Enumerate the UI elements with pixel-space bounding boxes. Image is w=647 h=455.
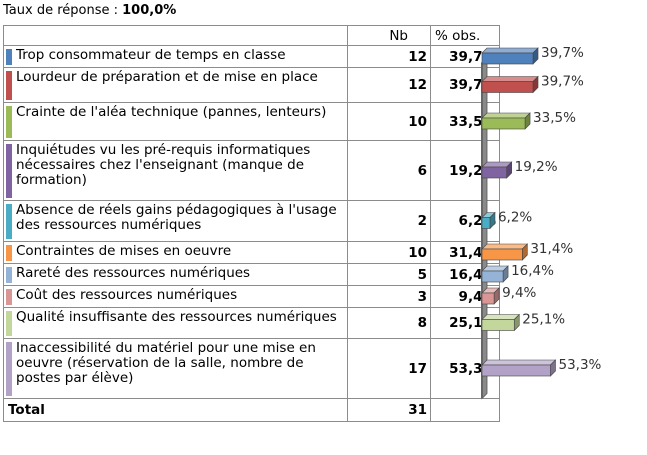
row-label-cell: Crainte de l'aléa technique (pannes, len… <box>3 102 348 141</box>
bar-top <box>481 359 557 366</box>
bar-value-label: 25,1% <box>522 312 565 328</box>
bar-top <box>481 314 520 320</box>
table-row: Inaccessibilité du matériel pour une mis… <box>3 338 500 399</box>
row-label-cell: Lourdeur de préparation et de mise en pl… <box>3 67 348 103</box>
row-nb: 10 <box>347 241 431 264</box>
bar <box>481 359 557 377</box>
bar-value-label: 6,2% <box>498 210 532 226</box>
row-label: Crainte de l'aléa technique (pannes, len… <box>16 103 327 120</box>
bar-front <box>481 292 495 305</box>
table-row: Crainte de l'aléa technique (pannes, len… <box>3 102 500 141</box>
bar-top <box>481 112 531 119</box>
bar-front <box>481 270 504 283</box>
bar-front <box>481 364 551 377</box>
header-pct: % obs. <box>430 25 500 46</box>
results-table: Nb % obs. Trop consommateur de temps en … <box>3 25 500 422</box>
row-label: Contraintes de mises en oeuvre <box>16 242 232 259</box>
row-color-swatch <box>6 310 12 336</box>
bar-value-label: 39,7% <box>541 45 584 61</box>
bar-value-label: 31,4% <box>530 241 573 257</box>
table-row: Inquiétudes vu les pré-requis informatiq… <box>3 140 500 201</box>
total-row: Total 31 <box>3 398 500 422</box>
response-rate-value: 100,0% <box>122 3 177 18</box>
bar <box>481 243 529 261</box>
row-color-swatch <box>6 341 12 396</box>
bar-value-label: 39,7% <box>541 74 584 90</box>
table-row: Qualité insuffisante des ressources numé… <box>3 307 500 339</box>
row-label-cell: Inaccessibilité du matériel pour une mis… <box>3 338 348 399</box>
bar <box>481 313 520 332</box>
bar <box>481 47 539 65</box>
table-row: Rareté des ressources numériques 5 16,4% <box>3 263 500 286</box>
response-rate-label: Taux de réponse : <box>3 3 123 18</box>
total-label: Total <box>3 398 348 422</box>
bar-front <box>481 319 515 331</box>
row-color-swatch <box>6 288 12 305</box>
bar <box>481 211 496 230</box>
row-label: Absence de réels gains pédagogiques à l'… <box>16 201 337 233</box>
row-label: Coût des ressources numériques <box>16 286 238 303</box>
row-color-swatch <box>6 203 12 239</box>
row-label: Trop consommateur de temps en classe <box>16 46 286 63</box>
row-nb: 10 <box>347 102 431 141</box>
row-label: Inquiétudes vu les pré-requis informatiq… <box>16 141 311 188</box>
bar-value-label: 16,4% <box>511 263 554 279</box>
row-label: Inaccessibilité du matériel pour une mis… <box>16 339 316 386</box>
row-label-cell: Rareté des ressources numériques <box>3 263 348 286</box>
row-color-swatch <box>6 244 12 261</box>
bar-value-label: 53,3% <box>558 357 601 373</box>
header-nb: Nb <box>347 25 431 46</box>
row-label-cell: Qualité insuffisante des ressources numé… <box>3 307 348 339</box>
table-row: Absence de réels gains pédagogiques à l'… <box>3 200 500 242</box>
response-rate: Taux de réponse : 100,0% <box>3 3 176 18</box>
bar-value-label: 9,4% <box>502 285 536 301</box>
row-color-swatch <box>6 70 12 100</box>
bar <box>481 161 513 179</box>
row-label: Rareté des ressources numériques <box>16 264 251 281</box>
table-header-row: Nb % obs. <box>3 25 500 46</box>
table-row: Lourdeur de préparation et de mise en pl… <box>3 67 500 103</box>
row-nb: 17 <box>347 338 431 399</box>
axis-line <box>481 62 483 399</box>
bar <box>481 112 531 130</box>
row-label: Lourdeur de préparation et de mise en pl… <box>16 68 318 85</box>
total-pct <box>430 398 500 422</box>
bar <box>481 287 500 305</box>
row-color-swatch <box>6 105 12 138</box>
bar-value-label: 33,5% <box>533 110 576 126</box>
row-label-cell: Inquiétudes vu les pré-requis informatiq… <box>3 140 348 201</box>
bar-front <box>481 117 526 130</box>
bar-front <box>481 52 534 65</box>
bar-front <box>481 81 534 93</box>
total-nb: 31 <box>347 398 431 422</box>
row-color-swatch <box>6 48 12 65</box>
bar-top <box>481 76 539 82</box>
row-label-cell: Absence de réels gains pédagogiques à l'… <box>3 200 348 242</box>
bar <box>481 265 509 283</box>
bar <box>481 75 539 94</box>
bar-top <box>481 243 529 250</box>
row-color-swatch <box>6 143 12 198</box>
bar-top <box>481 47 539 54</box>
bar-value-label: 19,2% <box>515 159 558 175</box>
bar-front <box>481 248 523 261</box>
row-color-swatch <box>6 266 12 283</box>
row-label: Qualité insuffisante des ressources numé… <box>16 308 337 325</box>
bar-front <box>481 166 507 179</box>
bar-front <box>481 217 491 229</box>
row-nb: 12 <box>347 67 431 103</box>
